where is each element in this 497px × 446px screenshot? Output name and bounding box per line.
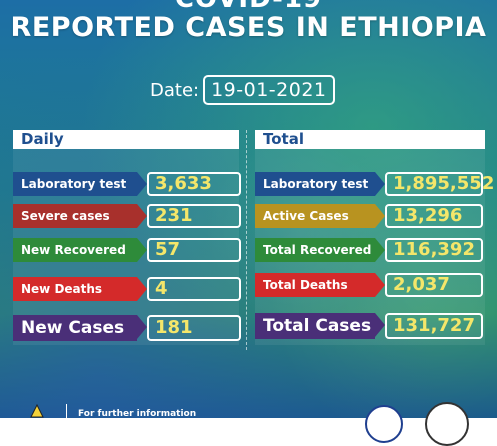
total-row-recovered: Total Recovered 116,392: [255, 238, 485, 262]
daily-severe-value: 231: [147, 204, 241, 228]
daily-severe-label: Severe cases: [13, 204, 147, 228]
total-cases-value: 131,727: [385, 313, 483, 339]
title-covid: COVID-19: [0, 0, 497, 14]
warning-logo-icon: [30, 404, 44, 418]
daily-recovered-value: 57: [147, 238, 241, 262]
daily-row-lab-test: Laboratory test 3,633: [13, 172, 241, 196]
daily-panel: Daily Laboratory test 3,633 Severe cases…: [13, 130, 241, 345]
total-active-label: Active Cases: [255, 204, 385, 228]
total-row-deaths: Total Deaths 2,037: [255, 273, 485, 297]
page-title: REPORTED CASES IN ETHIOPIA: [10, 12, 487, 43]
daily-row-severe: Severe cases 231: [13, 204, 241, 228]
daily-deaths-label: New Deaths: [13, 277, 147, 301]
total-recovered-label: Total Recovered: [255, 238, 385, 262]
total-row-lab-test: Laboratory test 1,895,552: [255, 172, 494, 196]
daily-new-cases-value: 181: [147, 315, 241, 341]
total-lab-test-label: Laboratory test: [255, 172, 385, 196]
daily-new-cases-label: New Cases: [13, 315, 147, 341]
date-row: Date: 19-01-2021: [150, 75, 335, 105]
daily-recovered-label: New Recovered: [13, 238, 147, 262]
daily-deaths-value: 4: [147, 277, 241, 301]
total-row-cases: Total Cases 131,727: [255, 313, 485, 339]
total-panel: Total Laboratory test 1,895,552 Active C…: [255, 130, 494, 345]
daily-heading: Daily: [13, 130, 239, 149]
ministry-seal-icon: [365, 405, 403, 443]
total-heading: Total: [255, 130, 485, 149]
date-value: 19-01-2021: [203, 75, 335, 105]
daily-row-deaths: New Deaths 4: [13, 277, 241, 301]
total-lab-test-value: 1,895,552: [385, 172, 494, 196]
total-deaths-value: 2,037: [385, 273, 483, 297]
total-row-active: Active Cases 13,296: [255, 204, 485, 228]
total-recovered-value: 116,392: [385, 238, 483, 262]
total-cases-label: Total Cases: [255, 313, 385, 339]
total-active-value: 13,296: [385, 204, 483, 228]
footer-divider: [66, 404, 67, 420]
daily-row-recovered: New Recovered 57: [13, 238, 241, 262]
panel-divider: [246, 130, 247, 350]
background: [0, 0, 497, 418]
footer-info-text: For further information: [78, 409, 197, 419]
daily-lab-test-value: 3,633: [147, 172, 241, 196]
total-deaths-label: Total Deaths: [255, 273, 385, 297]
date-label: Date:: [150, 79, 200, 101]
institute-seal-icon: [425, 402, 469, 446]
daily-lab-test-label: Laboratory test: [13, 172, 147, 196]
daily-row-new-cases: New Cases 181: [13, 315, 241, 341]
